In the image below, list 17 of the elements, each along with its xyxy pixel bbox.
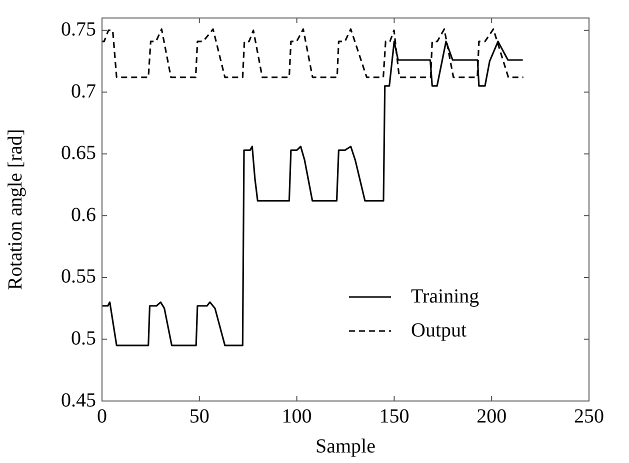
x-tick-label: 0 [97, 405, 107, 428]
y-tick-label: 0.6 [71, 204, 96, 226]
legend-label: Training [411, 285, 480, 308]
x-tick-label: 150 [379, 405, 410, 428]
legend-label: Output [411, 319, 467, 342]
y-tick-label: 0.7 [71, 80, 96, 102]
y-tick-label: 0.5 [71, 327, 96, 350]
x-tick-label: 250 [574, 405, 604, 428]
x-tick-label: 50 [189, 405, 210, 428]
y-axis-title: Rotation angle [rad] [4, 128, 26, 290]
x-tick-label: 200 [476, 405, 507, 428]
y-tick-label: 0.45 [61, 389, 96, 412]
y-tick-label: 0.75 [61, 18, 96, 41]
y-tick-label: 0.55 [61, 266, 96, 288]
y-tick-label: 0.65 [61, 142, 96, 164]
x-axis-title: Sample [316, 435, 376, 458]
x-tick-label: 100 [282, 405, 312, 428]
